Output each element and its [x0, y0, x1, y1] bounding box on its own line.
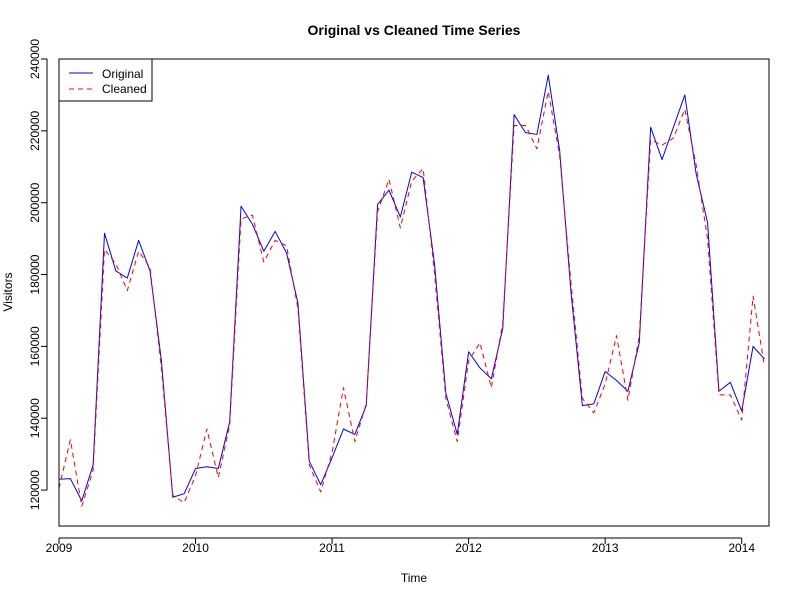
series-line-original — [58, 74, 765, 502]
plot-frame — [58, 58, 770, 527]
series-line-cleaned — [58, 90, 765, 507]
y-tick-label-160000: 160000 — [28, 326, 42, 366]
x-tick-label-2009: 2009 — [46, 541, 73, 555]
chart-title: Original vs Cleaned Time Series — [308, 22, 521, 38]
axes: 2009 2010 2011 2012 2013 2014 120000 140000 1600… — [28, 39, 755, 555]
legend-original-label: Original — [102, 67, 143, 81]
x-tick-label-2010: 2010 — [182, 541, 209, 555]
y-tick-label-120000: 120000 — [28, 470, 42, 510]
x-tick-label-2014: 2014 — [728, 541, 755, 555]
legend-cleaned-label: Cleaned — [102, 82, 147, 96]
y-tick-label-220000: 220000 — [28, 111, 42, 151]
y-tick-label-200000: 200000 — [28, 182, 42, 222]
x-tick-label-2012: 2012 — [455, 541, 482, 555]
y-tick-label-240000: 240000 — [28, 39, 42, 79]
y-axis-title: Visitors — [1, 272, 15, 311]
y-tick-label-140000: 140000 — [28, 398, 42, 438]
legend: Original Cleaned — [58, 58, 153, 102]
y-tick-label-180000: 180000 — [28, 254, 42, 294]
series-layer — [58, 74, 765, 507]
legend-box — [58, 58, 153, 102]
x-tick-label-2013: 2013 — [592, 541, 619, 555]
x-tick-label-2011: 2011 — [319, 541, 345, 555]
x-axis-title: Time — [401, 571, 428, 585]
